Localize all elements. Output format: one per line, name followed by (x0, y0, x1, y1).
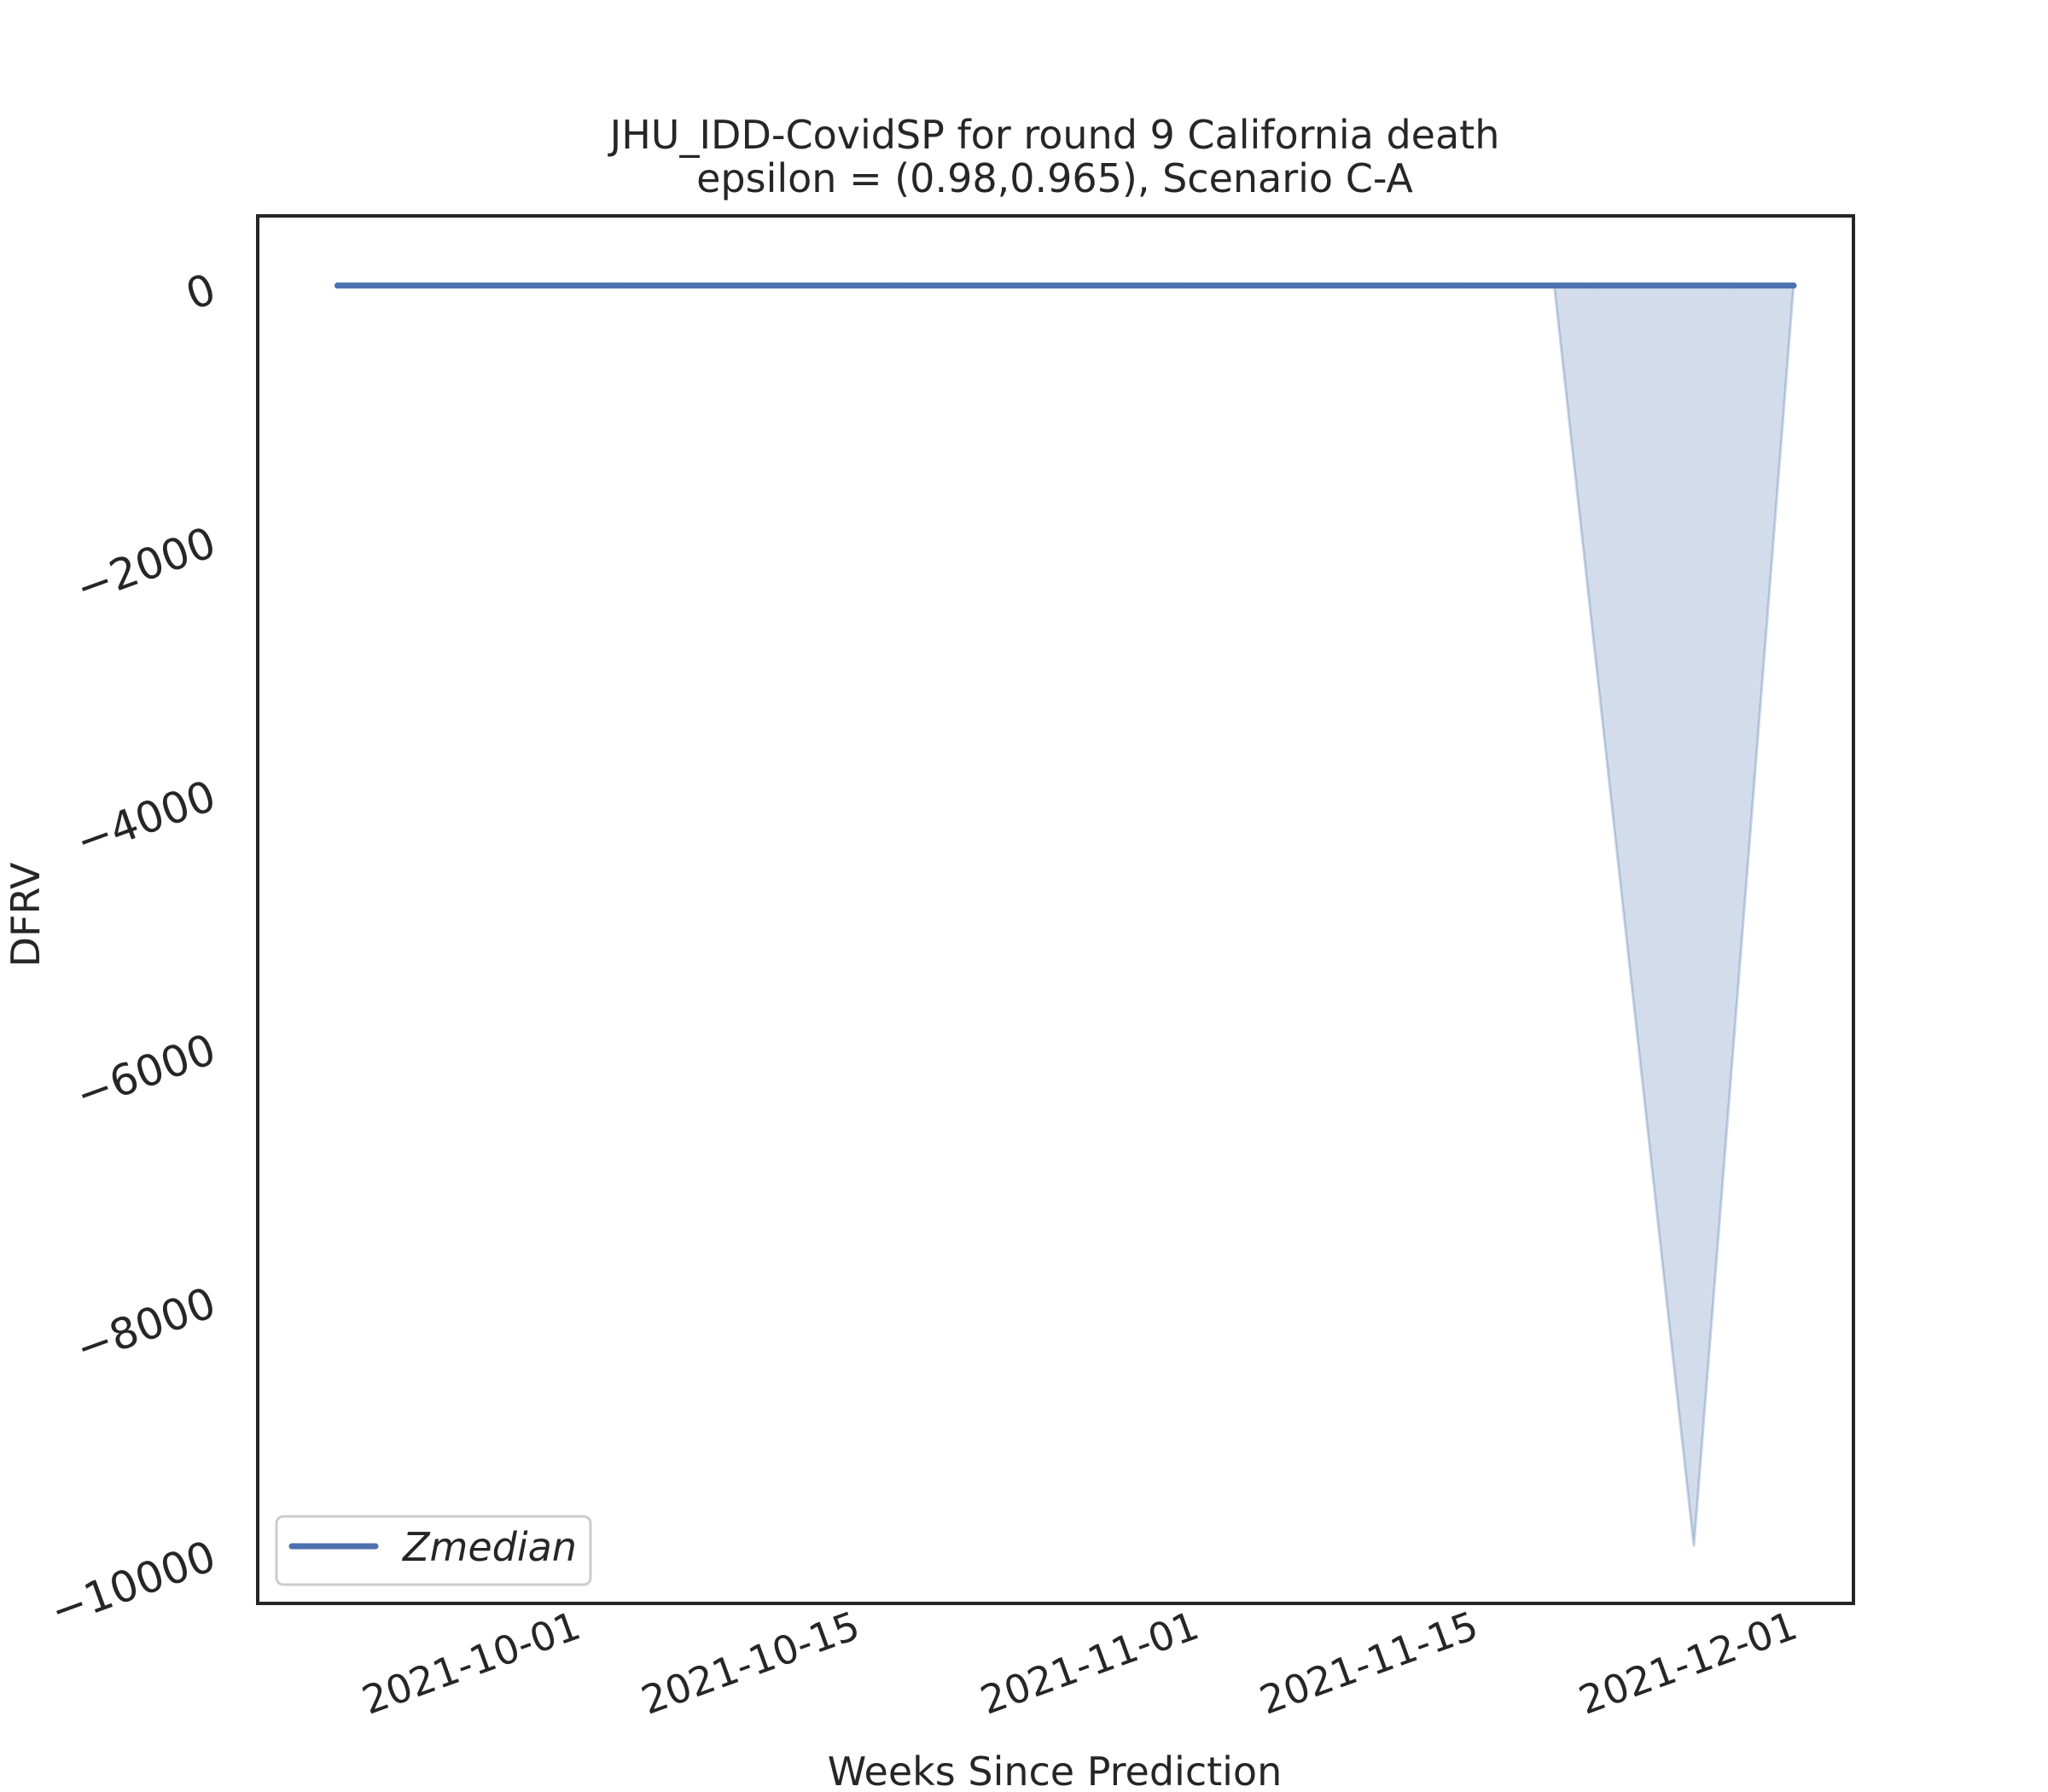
data-point-zmedian (1591, 282, 1597, 289)
data-point-zmedian (335, 282, 340, 289)
data-point-zmedian (614, 282, 620, 289)
uncertainty-band (1552, 284, 1795, 1547)
legend-box (275, 1515, 592, 1586)
y-axis-ticks: 0 −2000 −4000 −6000 −8000 −10000 (44, 264, 222, 1636)
y-tick-label: −10000 (44, 1531, 222, 1636)
x-tick-label: 2021-10-15 (636, 1603, 866, 1724)
plot-frame (256, 214, 1855, 1605)
x-tick-label: 2021-10-01 (356, 1603, 586, 1724)
x-axis-ticks: 2021-10-01 2021-10-15 2021-11-01 2021-11-15… (356, 1603, 1803, 1724)
chart-subtitle: epsilon = (0.98,0.965), Scenario C-A (696, 155, 1413, 201)
data-point-zmedian (1172, 282, 1178, 289)
y-tick-label: −4000 (69, 771, 222, 866)
data-point-zmedian (753, 282, 759, 289)
chart-title-line-1: JHU_IDD-CovidSP for round 9 California d… (608, 112, 1500, 158)
band-area (1552, 284, 1795, 1547)
y-tick-label: −2000 (69, 517, 222, 613)
y-axis-label: DFRV (3, 862, 49, 967)
x-axis-label: Weeks Since Prediction (828, 1748, 1282, 1792)
x-tick-label: 2021-12-01 (1573, 1603, 1803, 1724)
x-tick-label: 2021-11-15 (1254, 1603, 1484, 1724)
legend: Zmedian (275, 1515, 592, 1586)
y-tick-label: −6000 (69, 1024, 222, 1120)
data-point-zmedian (1731, 282, 1737, 289)
data-point-zmedian (1452, 282, 1457, 289)
x-tick-label: 2021-11-01 (975, 1603, 1205, 1724)
y-tick-label: 0 (179, 264, 222, 319)
data-point-zmedian (893, 282, 899, 289)
series-lines (335, 282, 1797, 289)
data-point-zmedian (474, 282, 480, 289)
data-point-zmedian (1033, 282, 1039, 289)
data-point-zmedian (1790, 282, 1797, 289)
data-point-zmedian (1312, 282, 1318, 289)
plot-area (256, 214, 1855, 1605)
y-tick-label: −8000 (69, 1277, 222, 1373)
legend-label-zmedian: Zmedian (401, 1524, 577, 1570)
chart-title: JHU_IDD-CovidSP for round 9 California d… (608, 112, 1500, 201)
